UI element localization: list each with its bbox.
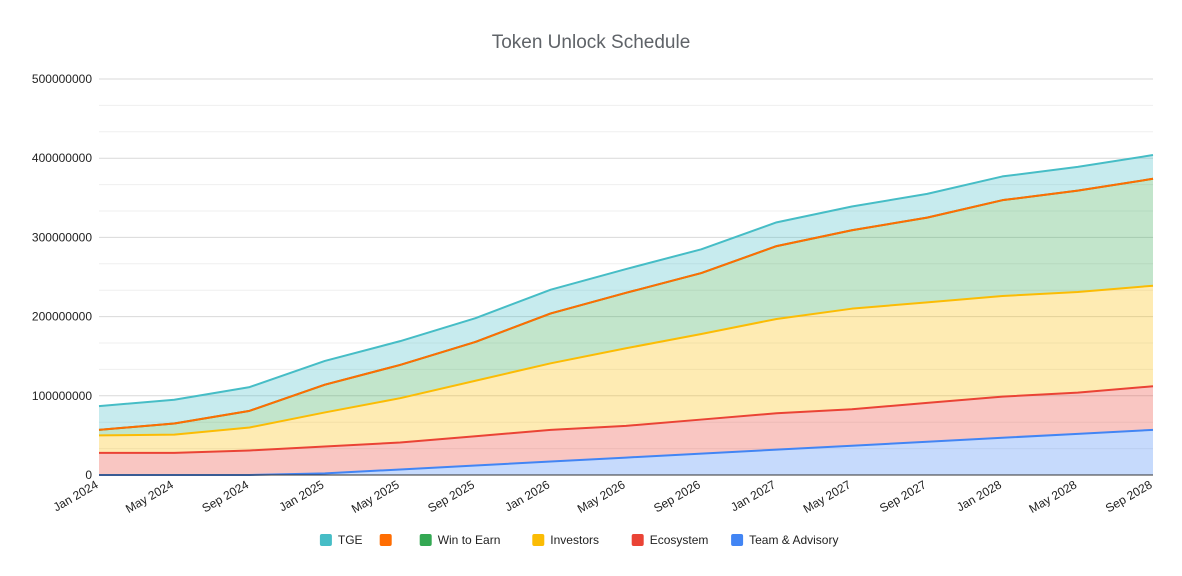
x-tick-label: Jan 2024	[51, 477, 101, 514]
line-layer	[98, 154, 1154, 476]
x-tick-label: May 2027	[801, 477, 854, 516]
legend-item-team-advisory[interactable]: Team & Advisory	[731, 533, 838, 547]
area-layer	[99, 155, 1153, 475]
legend-label: Investors	[550, 533, 599, 547]
legend-label: Ecosystem	[650, 533, 709, 547]
chart-title: Token Unlock Schedule	[492, 32, 691, 53]
line-investors	[98, 284, 1154, 437]
area-investors	[99, 285, 1153, 453]
x-tick-label: Jan 2026	[502, 477, 552, 514]
x-tick-label: Sep 2024	[200, 477, 252, 515]
legend-item-unnamed[interactable]	[379, 534, 392, 546]
area-win-to-earn	[99, 178, 1153, 436]
legend-item-win-to-earn[interactable]: Win to Earn	[419, 533, 501, 547]
x-tick-label: May 2025	[349, 477, 402, 516]
grid-layer	[99, 78, 1153, 476]
area-team-advisory	[99, 429, 1153, 475]
legend-swatch	[731, 534, 744, 546]
line-tge	[98, 154, 1154, 408]
x-tick-label: Sep 2027	[877, 477, 929, 515]
legend: TGE Win to Earn Investors Ecosystem Team & A…	[319, 533, 838, 547]
legend-label: TGE	[338, 533, 363, 547]
line-team-advisory	[99, 428, 1154, 476]
x-tick-label: May 2026	[575, 477, 628, 516]
x-tick-label: Jan 2025	[277, 477, 327, 514]
line-series-4	[98, 177, 1154, 431]
x-tick-label: May 2028	[1027, 477, 1080, 516]
legend-swatch	[631, 534, 644, 546]
y-tick-label: 100000000	[32, 389, 92, 403]
line-ecosystem	[99, 385, 1154, 454]
x-tick-label: Sep 2026	[651, 477, 703, 515]
area-ecosystem	[99, 386, 1153, 475]
x-tick-label: Jan 2028	[954, 477, 1004, 514]
legend-swatch	[532, 534, 545, 546]
legend-label: Win to Earn	[438, 533, 501, 547]
y-tick-label: 500000000	[32, 72, 92, 86]
y-tick-label: 200000000	[32, 310, 92, 324]
x-tick-label: Jan 2027	[728, 477, 778, 514]
x-tick-label: May 2024	[123, 477, 176, 516]
legend-swatch	[379, 534, 392, 546]
legend-swatch	[419, 534, 432, 546]
x-tick-label: Sep 2028	[1103, 477, 1155, 515]
x-tick-label: Sep 2025	[425, 477, 477, 515]
legend-label: Team & Advisory	[749, 533, 838, 547]
legend-item-tge[interactable]: TGE	[319, 533, 363, 547]
y-tick-label: 0	[85, 468, 92, 482]
legend-item-ecosystem[interactable]: Ecosystem	[631, 533, 709, 547]
y-tick-label: 400000000	[32, 151, 92, 165]
legend-swatch	[319, 534, 332, 546]
y-tick-label: 300000000	[32, 230, 92, 244]
legend-item-investors[interactable]: Investors	[532, 533, 599, 547]
